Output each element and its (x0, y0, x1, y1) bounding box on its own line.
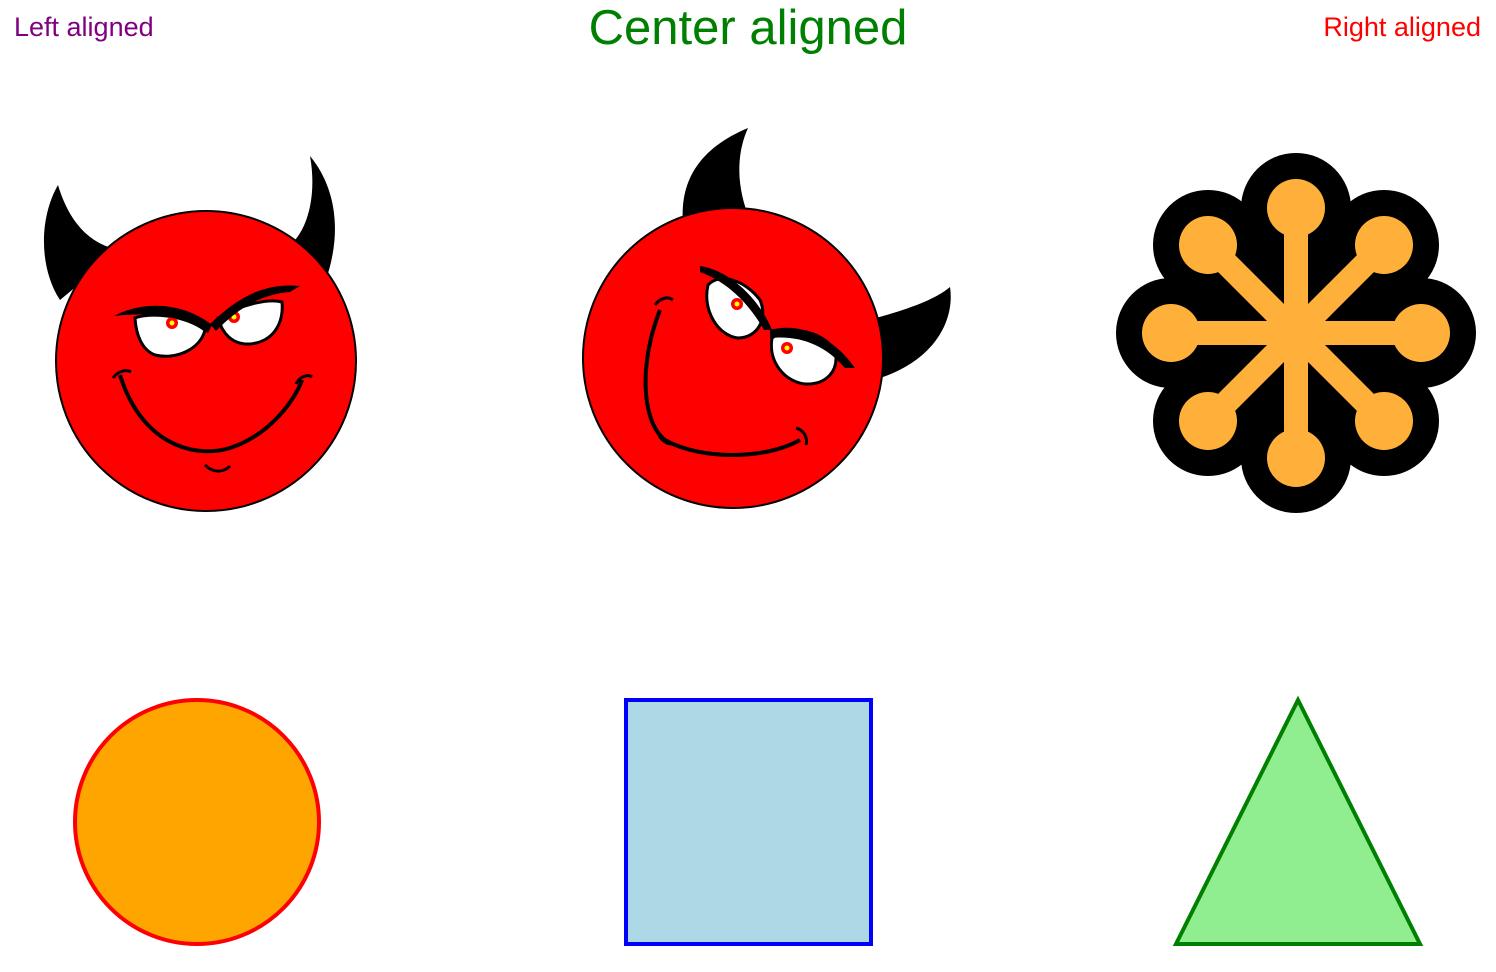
devil-face-tilted-icon (582, 128, 951, 509)
circle-shape (73, 698, 321, 946)
devil-face-icon (43, 156, 357, 512)
side-horn (876, 287, 951, 378)
left-aligned-label: Left aligned (14, 12, 154, 42)
left-horn (43, 185, 120, 300)
triangle-shape (1172, 695, 1424, 946)
square-shape (624, 698, 873, 946)
top-horn (682, 128, 748, 222)
center-aligned-label: Center aligned (588, 1, 908, 55)
right-aligned-label: Right aligned (1323, 12, 1481, 42)
flower-asterisk-icon (1116, 153, 1476, 513)
